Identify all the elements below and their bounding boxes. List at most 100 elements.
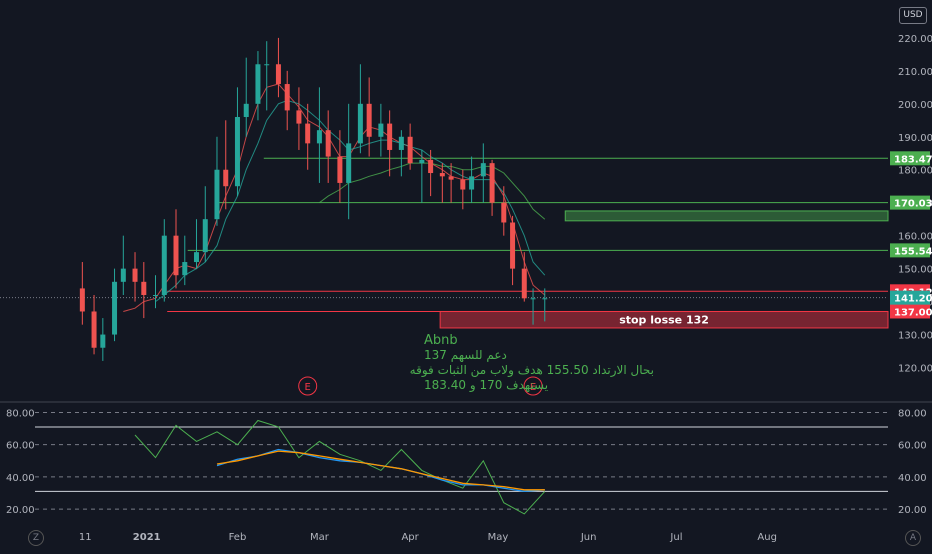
candle-body	[346, 143, 352, 183]
candle-body	[521, 268, 527, 299]
candle-body	[460, 179, 466, 190]
candle-body	[337, 156, 343, 183]
candle[interactable]	[243, 57, 249, 137]
candle[interactable]	[325, 110, 331, 183]
candle[interactable]	[428, 149, 434, 197]
time-tick-4: Apr	[401, 532, 419, 543]
candle[interactable]	[214, 136, 220, 226]
candle-body	[439, 173, 445, 177]
osc-left-label-1: 60.00	[6, 441, 35, 452]
candle[interactable]	[419, 149, 425, 203]
level-badge-183.47-label: 183.47	[894, 154, 932, 165]
candle-body	[112, 281, 118, 335]
candle[interactable]	[366, 77, 372, 157]
candle[interactable]	[398, 130, 404, 177]
candle[interactable]	[153, 275, 159, 309]
candle-body	[407, 136, 413, 164]
candle[interactable]	[510, 215, 516, 286]
candle[interactable]	[387, 110, 393, 177]
level-badge-183.47[interactable]	[890, 151, 930, 166]
candle[interactable]	[378, 103, 384, 157]
candle[interactable]	[316, 87, 322, 183]
candle-body	[153, 295, 159, 296]
level-badge-137.00-label: 137.00	[894, 307, 932, 318]
candle[interactable]	[112, 268, 118, 342]
stop-zone[interactable]	[439, 310, 889, 329]
candle-body	[100, 334, 106, 348]
last-price-badge[interactable]	[890, 290, 930, 305]
candle[interactable]	[275, 37, 281, 98]
candle[interactable]	[439, 163, 445, 203]
candle[interactable]	[284, 70, 290, 131]
candle[interactable]	[234, 87, 240, 197]
osc-left-label-3: 20.00	[6, 505, 35, 516]
candle[interactable]	[337, 130, 343, 203]
candle[interactable]	[469, 156, 475, 203]
candle[interactable]	[521, 252, 527, 302]
candle[interactable]	[357, 64, 363, 154]
candle[interactable]	[448, 163, 454, 203]
candle[interactable]	[91, 295, 97, 355]
candle[interactable]	[530, 288, 536, 325]
candle-body	[214, 169, 220, 220]
candle-body	[202, 219, 208, 253]
candle[interactable]	[480, 143, 486, 203]
candle-body	[510, 222, 516, 269]
candle-body	[378, 123, 384, 137]
level-badge-155.54[interactable]	[890, 243, 930, 258]
candle[interactable]	[501, 186, 507, 236]
candle[interactable]	[161, 219, 167, 302]
candle[interactable]	[489, 159, 495, 216]
candle[interactable]	[255, 51, 261, 121]
candle-body	[316, 130, 322, 144]
candle[interactable]	[120, 235, 126, 295]
earnings-marker-label-0: E	[305, 382, 311, 393]
candle[interactable]	[100, 318, 106, 361]
osc-left-label-0: 80.00	[6, 408, 35, 419]
currency-badge[interactable]: USD	[899, 7, 927, 24]
osc-left-label-2: 40.00	[6, 473, 35, 484]
osc-axis-tick-1: 60.00	[898, 441, 927, 452]
candle[interactable]	[173, 209, 179, 289]
candle[interactable]	[407, 123, 413, 170]
level-badge-170.03[interactable]	[890, 195, 930, 210]
candle[interactable]	[296, 87, 302, 150]
price-tick-4: 160.00	[898, 232, 932, 243]
candle[interactable]	[264, 41, 270, 111]
osc-axis-tick-0: 80.00	[898, 408, 927, 419]
candle-body	[234, 117, 240, 187]
time-tick-2: Feb	[229, 532, 247, 543]
last-price-badge-label: 141.20	[894, 294, 932, 305]
candle[interactable]	[79, 262, 85, 325]
price-tick-6: 180.00	[898, 166, 932, 177]
earnings-marker-0[interactable]	[298, 376, 318, 396]
target-zone[interactable]	[564, 210, 889, 222]
candle-body	[255, 64, 261, 104]
level-badge-137.00[interactable]	[890, 304, 930, 319]
candle[interactable]	[460, 169, 466, 210]
stop-zone-label: stop losse 132	[619, 314, 709, 327]
timezone-icon[interactable]: Z	[28, 530, 44, 546]
candle-body	[428, 159, 434, 174]
earnings-marker-label-1: E	[530, 382, 536, 393]
candle-body	[264, 64, 270, 66]
candle[interactable]	[182, 235, 188, 286]
candle[interactable]	[193, 219, 199, 269]
candle[interactable]	[141, 262, 147, 319]
candle[interactable]	[132, 252, 138, 302]
candle[interactable]	[223, 120, 229, 210]
candle-body	[173, 235, 179, 276]
candle[interactable]	[202, 186, 208, 263]
candle[interactable]	[305, 103, 311, 170]
candle-body	[325, 130, 331, 157]
candle-body	[132, 268, 138, 282]
candle[interactable]	[542, 288, 548, 322]
annotation-line-support: دعم للسهم 137	[424, 348, 507, 362]
candle[interactable]	[346, 103, 352, 220]
auto-scale-icon[interactable]: A	[905, 530, 921, 546]
annotation-symbol: Abnb	[424, 333, 458, 348]
earnings-marker-1[interactable]	[523, 376, 543, 396]
moving-average-1	[155, 99, 546, 302]
